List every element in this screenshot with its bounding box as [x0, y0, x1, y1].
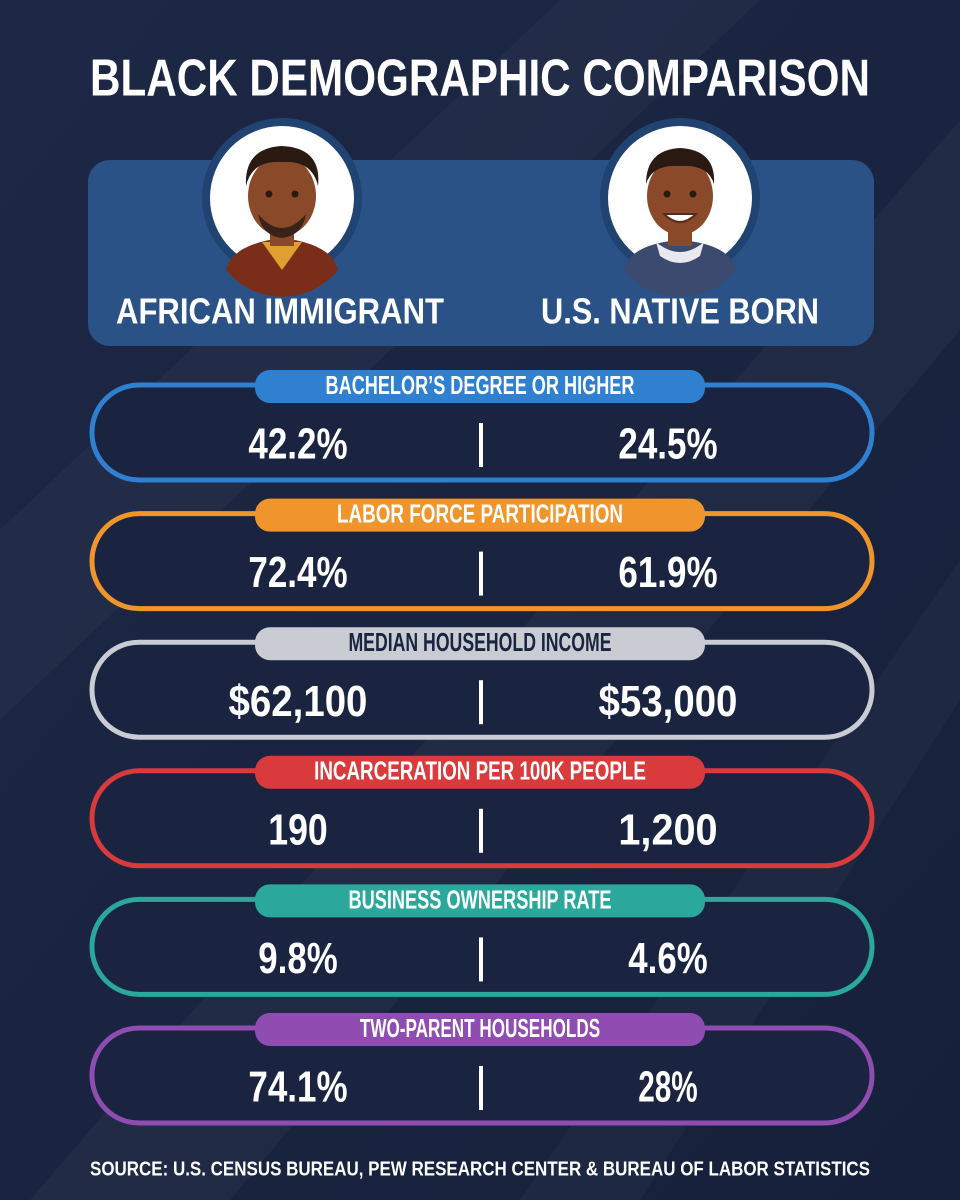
metric-row: MEDIAN HOUSEHOLD INCOME $62,100 $53,000 — [89, 627, 875, 740]
metric-row: LABOR FORCE PARTICIPATION 72.4% 61.9% — [89, 498, 875, 612]
avatar-immigrant — [202, 118, 362, 297]
metric-value: 28% — [638, 1063, 698, 1112]
group-label: U.S. NATIVE BORN — [541, 291, 819, 332]
metric-value: 72.4% — [248, 548, 347, 597]
metric-rows: BACHELOR’S DEGREE OR HIGHER 42.2% 24.5% LAB… — [89, 370, 875, 1126]
metric-value: 42.2% — [248, 420, 347, 469]
metric-value: 61.9% — [618, 548, 717, 597]
metric-row: TWO-PARENT HOUSEHOLDS 74.1% 28% — [89, 1013, 875, 1126]
metric-label: LABOR FORCE PARTICIPATION — [337, 498, 623, 528]
group-label: AFRICAN IMMIGRANT — [116, 291, 444, 332]
title: BLACK DEMOGRAPHIC COMPARISON — [90, 50, 870, 108]
metric-value: $53,000 — [599, 677, 738, 726]
metric-row: BACHELOR’S DEGREE OR HIGHER 42.2% 24.5% — [89, 370, 875, 483]
metric-value: 24.5% — [618, 420, 717, 469]
row-tab — [255, 627, 705, 661]
metric-row: INCARCERATION PER 100K PEOPLE 190 1,200 — [89, 755, 875, 869]
source-note: SOURCE: U.S. CENSUS BUREAU, PEW RESEARCH… — [90, 1158, 870, 1180]
metric-value: 74.1% — [248, 1063, 347, 1112]
metric-value: 9.8% — [258, 934, 337, 983]
metric-value: 190 — [268, 805, 328, 854]
metric-label: MEDIAN HOUSEHOLD INCOME — [348, 627, 611, 657]
metric-value: 4.6% — [628, 934, 707, 983]
metric-label: BACHELOR’S DEGREE OR HIGHER — [326, 370, 635, 400]
row-tab — [255, 755, 705, 789]
row-tab — [255, 1013, 705, 1046]
row-tab — [255, 884, 705, 918]
metric-label: TWO-PARENT HOUSEHOLDS — [360, 1013, 600, 1043]
metric-label: INCARCERATION PER 100K PEOPLE — [314, 756, 646, 786]
metric-row: BUSINESS OWNERSHIP RATE 9.8% 4.6% — [89, 884, 875, 997]
avatar-native — [600, 118, 760, 297]
row-tab — [255, 498, 705, 532]
row-tab — [255, 370, 705, 403]
metric-label: BUSINESS OWNERSHIP RATE — [348, 884, 611, 914]
metric-value: $62,100 — [229, 677, 368, 726]
metric-value: 1,200 — [618, 805, 717, 854]
